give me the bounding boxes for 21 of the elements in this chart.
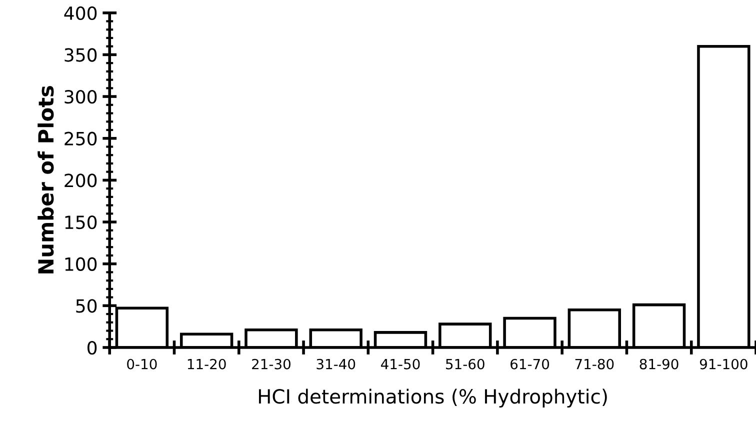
x-tick-label: 21-30 — [252, 358, 290, 370]
y-tick-label: 50 — [76, 299, 97, 313]
y-tick-label: 300 — [64, 90, 97, 104]
y-tick-label: 150 — [65, 215, 97, 230]
y-tick-label: 350 — [64, 48, 97, 62]
x-tick-label: 61-70 — [510, 358, 550, 370]
x-tick-label: 41-50 — [380, 358, 420, 370]
y-tick-label: 400 — [64, 6, 97, 20]
x-tick-label: 81-90 — [640, 358, 678, 370]
y-tick-label: 100 — [65, 257, 97, 271]
y-tick-label: 250 — [64, 132, 97, 146]
x-tick-label: 0-10 — [127, 358, 157, 370]
y-axis-title: Number of Plots — [38, 86, 54, 274]
x-tick-label: 31-40 — [316, 358, 356, 370]
x-tick-label: 51-60 — [446, 358, 484, 370]
x-tick-label: 11-20 — [188, 358, 226, 370]
y-tick-label: 0 — [88, 340, 97, 355]
x-tick-label: 71-80 — [575, 358, 614, 370]
x-tick-label: 91-100 — [700, 358, 748, 370]
x-axis-title: HCI determinations (% Hydrophytic) — [258, 388, 607, 408]
y-tick-label: 200 — [64, 174, 97, 188]
